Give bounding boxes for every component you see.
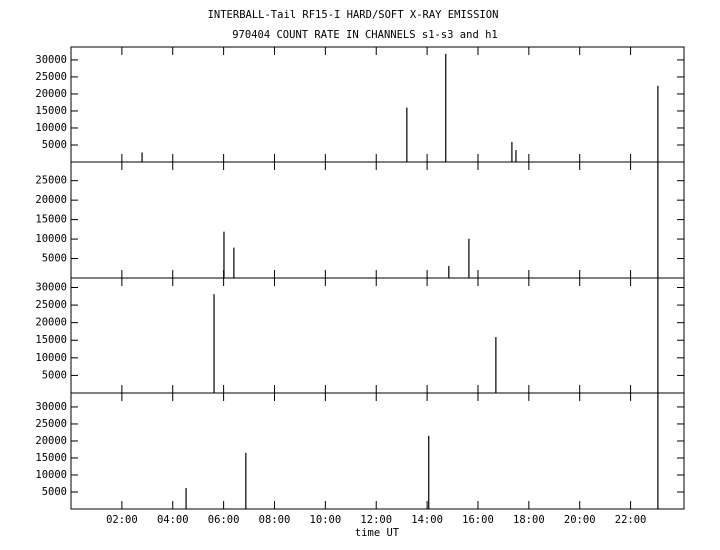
y-tick-label: 25000 <box>35 175 67 187</box>
x-tick-label: 12:00 <box>360 514 392 526</box>
spike <box>657 278 659 393</box>
spike <box>185 487 187 509</box>
y-tick-label: 25000 <box>35 299 67 311</box>
spike <box>445 53 447 162</box>
y-tick-label: 5000 <box>42 253 67 265</box>
x-tick-label: 04:00 <box>157 514 189 526</box>
chart-subtitle: 970404 COUNT RATE IN CHANNELS s1-s3 and … <box>232 29 498 41</box>
chart-title: INTERBALL-Tail RF15-I HARD/SOFT X-RAY EM… <box>208 9 499 21</box>
x-tick-label: 08:00 <box>259 514 291 526</box>
y-tick-label: 25000 <box>35 71 67 83</box>
y-tick-label: 20000 <box>35 317 67 329</box>
y-tick-label: 30000 <box>35 281 67 293</box>
spike <box>515 150 517 162</box>
panel-frame <box>70 161 685 279</box>
spike <box>213 294 215 393</box>
y-tick-label: 5000 <box>42 369 67 381</box>
y-tick-label: 20000 <box>35 194 67 206</box>
y-tick-label: 30000 <box>35 401 67 413</box>
x-tick-label: 20:00 <box>564 514 596 526</box>
spike <box>223 231 225 278</box>
y-tick-label: 15000 <box>35 214 67 226</box>
y-tick-label: 30000 <box>35 54 67 66</box>
x-tick-label: 16:00 <box>462 514 494 526</box>
x-axis-label: time UT <box>355 527 400 539</box>
y-tick-label: 10000 <box>35 122 67 134</box>
y-tick-label: 5000 <box>42 486 67 498</box>
y-tick-label: 10000 <box>35 352 67 364</box>
spike <box>448 265 450 278</box>
x-tick-label: 18:00 <box>513 514 545 526</box>
y-tick-label: 25000 <box>35 418 67 430</box>
spike <box>657 162 659 278</box>
spike <box>468 238 470 278</box>
spike <box>495 337 497 393</box>
x-tick-label: 02:00 <box>106 514 138 526</box>
spike <box>428 435 430 509</box>
spike <box>657 85 659 162</box>
y-tick-label: 10000 <box>35 233 67 245</box>
spike <box>245 452 247 509</box>
spike <box>233 247 235 278</box>
spike <box>141 152 143 162</box>
spike <box>406 107 408 162</box>
y-tick-label: 15000 <box>35 452 67 464</box>
spike <box>511 141 513 162</box>
x-tick-label: 22:00 <box>615 514 647 526</box>
y-tick-label: 20000 <box>35 435 67 447</box>
panel-frame <box>70 277 685 394</box>
y-tick-label: 20000 <box>35 88 67 100</box>
y-tick-label: 15000 <box>35 334 67 346</box>
y-tick-label: 10000 <box>35 469 67 481</box>
spike <box>657 393 659 509</box>
y-tick-label: 15000 <box>35 105 67 117</box>
x-tick-label: 14:00 <box>411 514 443 526</box>
x-tick-label: 06:00 <box>208 514 240 526</box>
panel-frame <box>70 46 685 163</box>
y-tick-label: 5000 <box>42 139 67 151</box>
panel-frame <box>70 392 685 510</box>
x-tick-label: 10:00 <box>310 514 342 526</box>
